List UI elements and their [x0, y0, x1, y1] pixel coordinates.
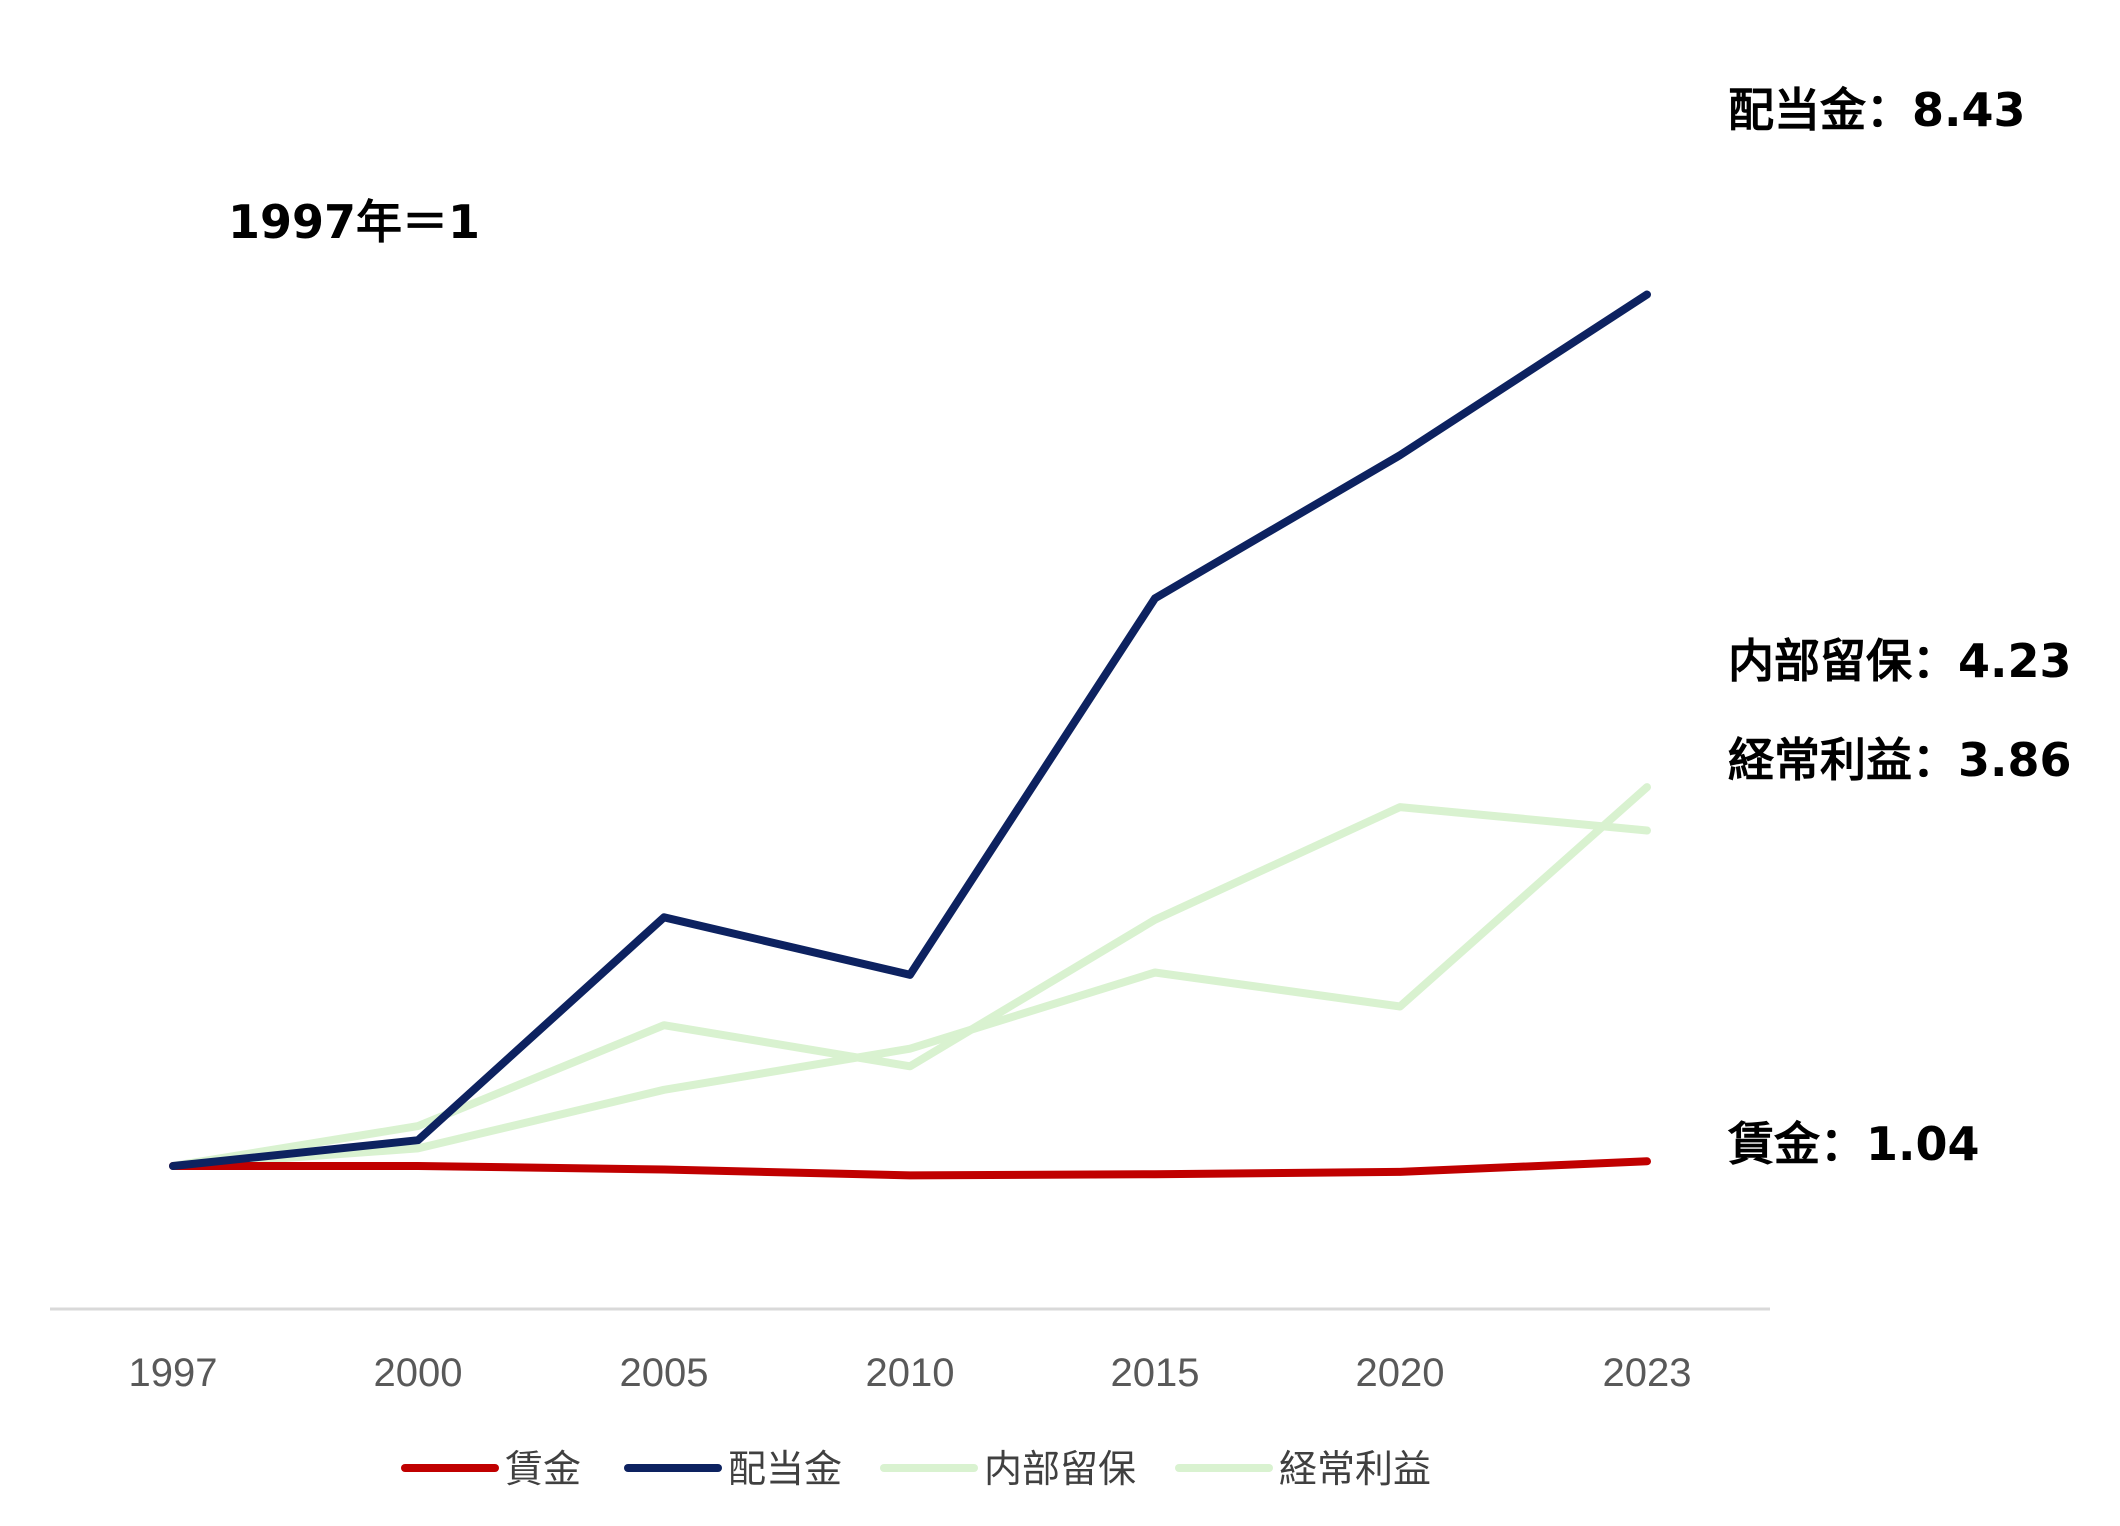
- x-tick-label: 2005: [620, 1351, 709, 1395]
- x-tick-label: 2020: [1356, 1351, 1445, 1395]
- end-label-1: 賃金：1.04: [1727, 1117, 1980, 1171]
- x-axis-ticks: 1997 2000 2005 2010 2015 2020 2023: [129, 1351, 1692, 1395]
- end-label-4: 経常利益：3.86: [1728, 733, 2072, 787]
- end-label-3: 内部留保：4.23: [1728, 634, 2072, 688]
- baseline-note: 1997年＝1: [228, 195, 480, 249]
- legend-label-1: 賃金: [505, 1447, 581, 1491]
- x-tick-label: 2000: [374, 1351, 463, 1395]
- x-tick-label: 2015: [1111, 1351, 1200, 1395]
- series-line-1: [169, 1157, 1651, 1180]
- legend: 賃金 配当金 内部留保 経常利益: [401, 1447, 1431, 1491]
- legend-label-4: 経常利益: [1279, 1447, 1431, 1491]
- x-tick-label: 2023: [1603, 1351, 1692, 1395]
- series-line-3: [169, 783, 1651, 1170]
- legend-label-3: 内部留保: [984, 1447, 1136, 1491]
- series-line-4: [169, 803, 1651, 1170]
- end-label-2: 配当金：8.43: [1728, 83, 2026, 137]
- legend-label-2: 配当金: [728, 1447, 842, 1491]
- series-lines: [169, 290, 1651, 1180]
- end-labels: 賃金：1.04 配当金：8.43 内部留保：4.23 経常利益：3.86: [1727, 83, 2072, 1171]
- x-tick-label: 2010: [866, 1351, 955, 1395]
- series-line-2: [169, 290, 1651, 1170]
- x-tick-label: 1997: [129, 1351, 218, 1395]
